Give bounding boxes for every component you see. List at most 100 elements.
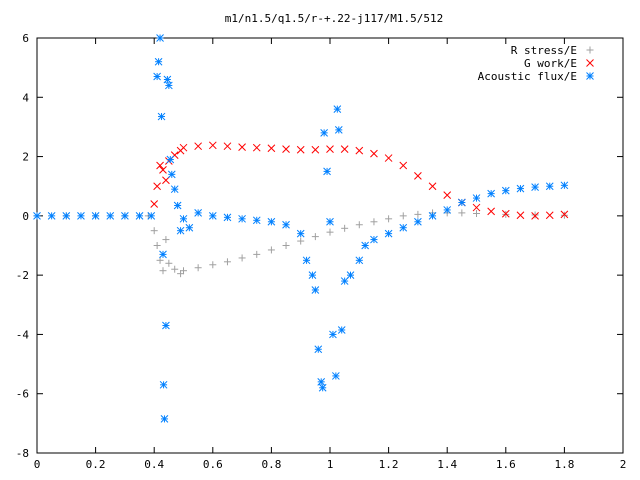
x-axis: 0 0.2 0.4 0.6 0.8 1 1.2 1.4 1.6 1.8 2 (34, 38, 627, 471)
y-tick-label: 6 (22, 32, 29, 45)
y-tick-label: 4 (22, 91, 29, 104)
data-point (177, 270, 185, 278)
x-tick-label: 0.6 (203, 458, 223, 471)
data-point (167, 170, 176, 179)
x-tick-label: 0.2 (86, 458, 106, 471)
data-point (163, 75, 172, 84)
data-point (150, 200, 159, 208)
data-point (160, 415, 169, 423)
data-point (501, 209, 510, 218)
data-point (253, 250, 261, 258)
data-point (162, 176, 170, 185)
data-point (77, 212, 85, 220)
data-point (47, 212, 56, 220)
data-point (545, 211, 554, 220)
data-point (560, 211, 568, 219)
data-point (208, 212, 217, 220)
data-point (194, 264, 202, 272)
data-point (346, 271, 355, 279)
data-point (370, 235, 378, 244)
data-point (332, 372, 340, 380)
data-point (171, 265, 179, 273)
data-point (91, 212, 100, 220)
data-point (414, 171, 422, 180)
data-point (333, 105, 342, 113)
data-point (311, 233, 319, 241)
data-point (531, 212, 539, 220)
data-point (314, 345, 323, 354)
data-point (282, 220, 290, 229)
legend-marker (586, 46, 594, 54)
data-point (370, 149, 378, 158)
legend-marker (586, 59, 594, 67)
series-layer (33, 34, 569, 423)
data-point (384, 154, 393, 162)
data-point (121, 212, 129, 220)
data-point (159, 380, 168, 389)
data-point (62, 212, 71, 220)
data-point (153, 242, 161, 249)
data-point (153, 182, 161, 191)
data-point (179, 143, 188, 152)
data-point (302, 256, 311, 265)
data-point (311, 145, 320, 154)
data-point (297, 237, 305, 245)
data-point (296, 229, 305, 238)
data-point (179, 214, 188, 223)
data-point (531, 183, 539, 191)
data-point (443, 191, 452, 199)
data-point (147, 212, 156, 220)
data-point (318, 383, 327, 392)
y-tick-label: 0 (22, 210, 29, 223)
data-point (414, 210, 422, 218)
data-point (384, 229, 393, 238)
data-point (173, 201, 182, 210)
data-point (458, 209, 466, 217)
data-point (106, 212, 115, 220)
data-point (320, 129, 328, 137)
data-point (267, 144, 276, 153)
data-point (317, 378, 326, 386)
data-point (252, 216, 261, 225)
data-point (340, 277, 349, 285)
series-g-work-e (150, 141, 569, 220)
x-tick-label: 0.4 (144, 458, 164, 471)
data-point (355, 256, 364, 265)
data-point (472, 203, 481, 212)
data-point (166, 155, 175, 164)
data-point (399, 161, 408, 170)
data-point (282, 145, 290, 154)
series-acoustic-flux-e (33, 34, 569, 423)
data-point (156, 34, 164, 42)
data-point (159, 166, 167, 174)
data-point (176, 226, 185, 235)
x-tick-label: 1.8 (554, 458, 574, 471)
data-point (355, 221, 363, 229)
data-point (501, 186, 510, 195)
data-point (487, 189, 496, 198)
x-tick-label: 1.4 (437, 458, 457, 471)
data-point (33, 212, 41, 220)
data-point (156, 161, 164, 170)
data-point (399, 223, 408, 232)
data-point (370, 218, 378, 226)
data-point (472, 194, 481, 202)
data-point (238, 254, 246, 262)
data-point (516, 211, 525, 220)
x-tick-label: 1 (327, 458, 334, 471)
data-point (170, 185, 179, 194)
legend-label: G work/E (524, 57, 577, 70)
y-tick-label: -2 (16, 269, 29, 282)
data-point (194, 209, 203, 217)
data-point (157, 112, 166, 121)
x-tick-label: 2 (620, 458, 627, 471)
data-point (457, 198, 466, 207)
data-point (267, 246, 275, 254)
data-point (185, 223, 194, 232)
data-point (209, 261, 217, 269)
data-point (326, 228, 334, 236)
data-point (180, 267, 187, 275)
data-point (282, 242, 290, 249)
